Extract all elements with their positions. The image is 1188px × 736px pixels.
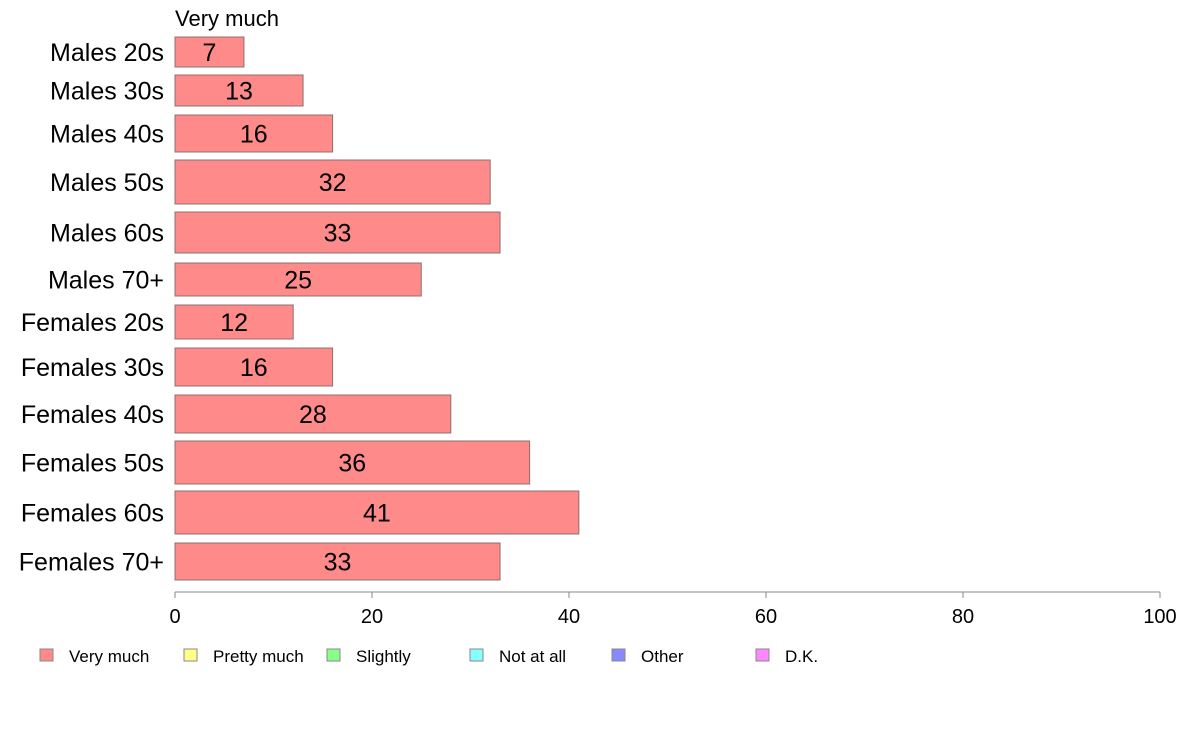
bar [174,394,452,434]
legend-label: Not at all [499,647,566,666]
category-label: Females 60s [21,500,164,528]
legend-swatch [755,648,770,662]
bar [174,36,245,68]
category-label: Males 50s [50,169,164,197]
legend-label: D.K. [785,647,818,666]
legend-label: Very much [69,647,149,666]
legend-swatch [183,648,198,662]
x-tick-label: 60 [755,606,777,628]
legend-label: Pretty much [213,647,304,666]
series-title: Very much [175,6,279,31]
data-label: 25 [284,267,312,295]
data-label: 33 [324,549,352,577]
data-label: 41 [363,500,391,528]
bar [174,542,501,581]
legend-label: Other [641,647,684,666]
data-label: 7 [203,39,217,67]
category-labels: Males 20s Males 30s Males 40s Males 50s Male… [19,39,164,577]
category-label: Males 30s [50,78,164,106]
data-label: 36 [338,450,366,478]
category-label: Females 30s [21,354,164,382]
bar [174,304,294,340]
data-label: 12 [220,309,248,337]
x-tick-label: 0 [169,606,180,628]
category-label: Males 40s [50,121,164,149]
legend-swatch [326,648,341,662]
category-label: Males 20s [50,39,164,67]
bar [174,262,422,297]
category-label: Females 20s [21,309,164,337]
x-tick-label: 100 [1143,606,1176,628]
category-label: Females 50s [21,450,164,478]
x-tick-label: 40 [558,606,580,628]
legend-swatch [39,648,54,662]
bar [174,440,531,485]
x-tick-label: 80 [952,606,974,628]
x-axis: 0 20 40 60 80 100 [169,591,1177,628]
value-labels: 7 13 16 32 33 25 12 16 28 36 41 33 [203,39,391,577]
legend-swatch [611,648,626,662]
legend: Very much Pretty much Slightly Not at all Ot… [39,647,818,666]
data-label: 16 [240,121,268,149]
bar [174,114,334,153]
data-label: 28 [299,401,327,429]
bar [174,74,304,107]
data-label: 13 [225,78,253,106]
bars-group [174,36,580,581]
legend-swatch [469,648,484,662]
data-label: 32 [319,169,347,197]
category-label: Males 70+ [48,267,164,295]
data-label: 16 [240,354,268,382]
data-label: 33 [324,220,352,248]
category-label: Males 60s [50,220,164,248]
bar [174,211,501,254]
bar [174,490,580,535]
category-label: Females 40s [21,401,164,429]
category-label: Females 70+ [19,549,164,577]
bar [174,159,491,205]
legend-label: Slightly [356,647,411,666]
x-tick-label: 20 [361,606,383,628]
bar [174,347,334,387]
